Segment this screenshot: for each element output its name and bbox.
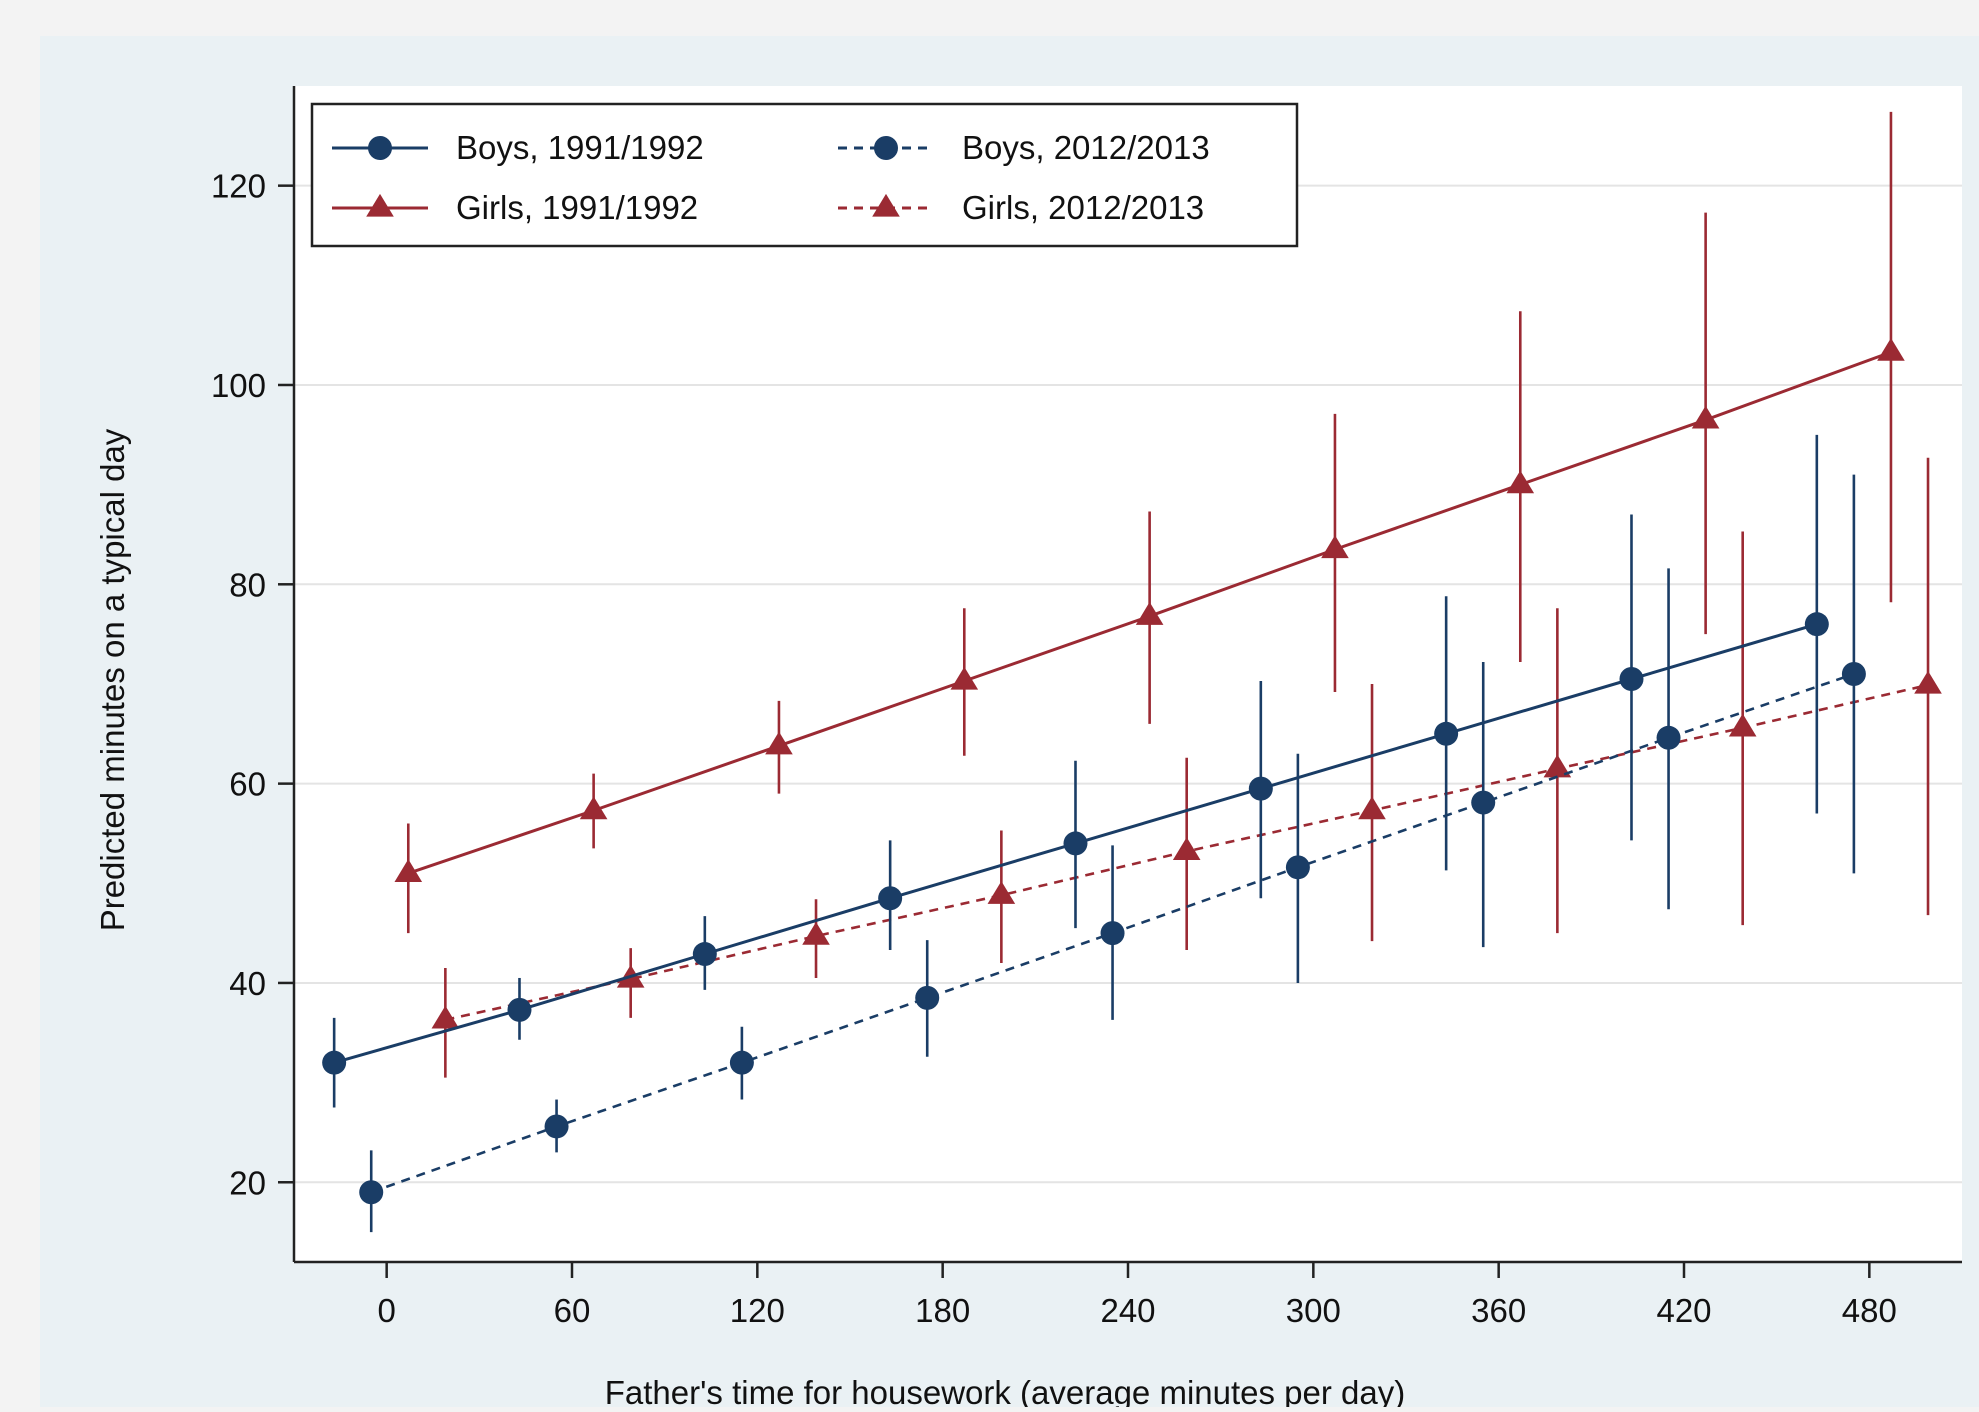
x-tick-label: 0 (377, 1292, 395, 1329)
data-point (394, 859, 423, 882)
data-point (1063, 831, 1088, 856)
data-point (322, 1050, 347, 1075)
legend-item: Girls, 2012/2013 (838, 189, 1204, 226)
y-tick-label: 100 (211, 367, 266, 404)
y-axis-label: Predicted minutes on a typical day (94, 428, 131, 931)
x-axis-ticks: 0 60 120 180 240 300 360 420 480 (377, 1262, 1897, 1329)
x-tick-label: 240 (1100, 1292, 1155, 1329)
legend-label: Boys, 1991/1992 (456, 129, 704, 166)
legend-item: Boys, 2012/2013 (838, 129, 1210, 166)
x-tick-label: 60 (554, 1292, 591, 1329)
y-tick-label: 80 (229, 566, 266, 603)
data-point (1804, 612, 1829, 637)
x-tick-label: 120 (730, 1292, 785, 1329)
data-point (1914, 670, 1942, 694)
data-point (1728, 713, 1757, 737)
legend-label: Girls, 2012/2013 (962, 189, 1204, 226)
data-point (1321, 535, 1349, 559)
data-point (1543, 754, 1572, 778)
data-point (950, 666, 979, 690)
series-girls-late (431, 457, 1942, 1078)
data-point (1135, 602, 1164, 625)
series-girls-early (394, 111, 1905, 934)
series-boys-late (359, 474, 1866, 1233)
legend-item: Girls, 1991/1992 (332, 189, 698, 226)
data-point (1619, 666, 1644, 691)
x-tick-label: 480 (1842, 1292, 1897, 1329)
legend-swatch-marker (872, 193, 900, 217)
data-point (692, 942, 717, 967)
data-point (1285, 855, 1310, 880)
series-layer (322, 111, 1942, 1233)
legend-swatch-marker (368, 136, 392, 160)
data-point (1434, 721, 1459, 746)
data-point (765, 731, 793, 755)
data-point (579, 796, 608, 820)
data-point (1506, 470, 1535, 494)
x-tick-label: 360 (1471, 1292, 1526, 1329)
x-tick-label: 300 (1286, 1292, 1341, 1329)
data-point (1172, 837, 1201, 861)
data-point (802, 921, 830, 945)
data-point (1691, 405, 1720, 429)
data-point (1656, 725, 1681, 750)
y-tick-label: 60 (229, 766, 266, 803)
y-tick-label: 120 (211, 168, 266, 205)
legend: Boys, 1991/1992 Boys, 2012/2013 Girls, 199… (310, 102, 1299, 248)
data-point (987, 881, 1016, 904)
plot-background (294, 86, 1962, 1262)
x-axis-label: Father's time for housework (average min… (605, 1374, 1405, 1407)
data-point (1841, 662, 1866, 686)
data-point (1358, 796, 1386, 820)
x-tick-label: 180 (915, 1292, 970, 1329)
data-point (915, 985, 940, 1010)
legend-box (310, 102, 1299, 248)
data-point (507, 997, 532, 1022)
data-point (1248, 776, 1273, 801)
data-point (1100, 921, 1125, 946)
data-point (729, 1050, 754, 1075)
legend-swatch-marker (874, 136, 898, 160)
y-tick-label: 40 (229, 965, 266, 1002)
series-boys-early (322, 434, 1829, 1108)
data-point (1877, 337, 1905, 361)
legend-swatch-marker (366, 193, 394, 217)
y-tick-label: 20 (229, 1164, 266, 1201)
data-point (878, 886, 903, 911)
legend-label: Boys, 2012/2013 (962, 129, 1210, 166)
legend-label: Girls, 1991/1992 (456, 189, 698, 226)
legend-item: Boys, 1991/1992 (332, 129, 704, 166)
data-point (544, 1114, 569, 1139)
data-point (1471, 790, 1496, 815)
data-point (359, 1180, 384, 1205)
data-point (431, 1005, 460, 1029)
x-tick-label: 420 (1656, 1292, 1711, 1329)
y-axis-ticks: 20 40 60 80 100 120 (211, 168, 294, 1201)
